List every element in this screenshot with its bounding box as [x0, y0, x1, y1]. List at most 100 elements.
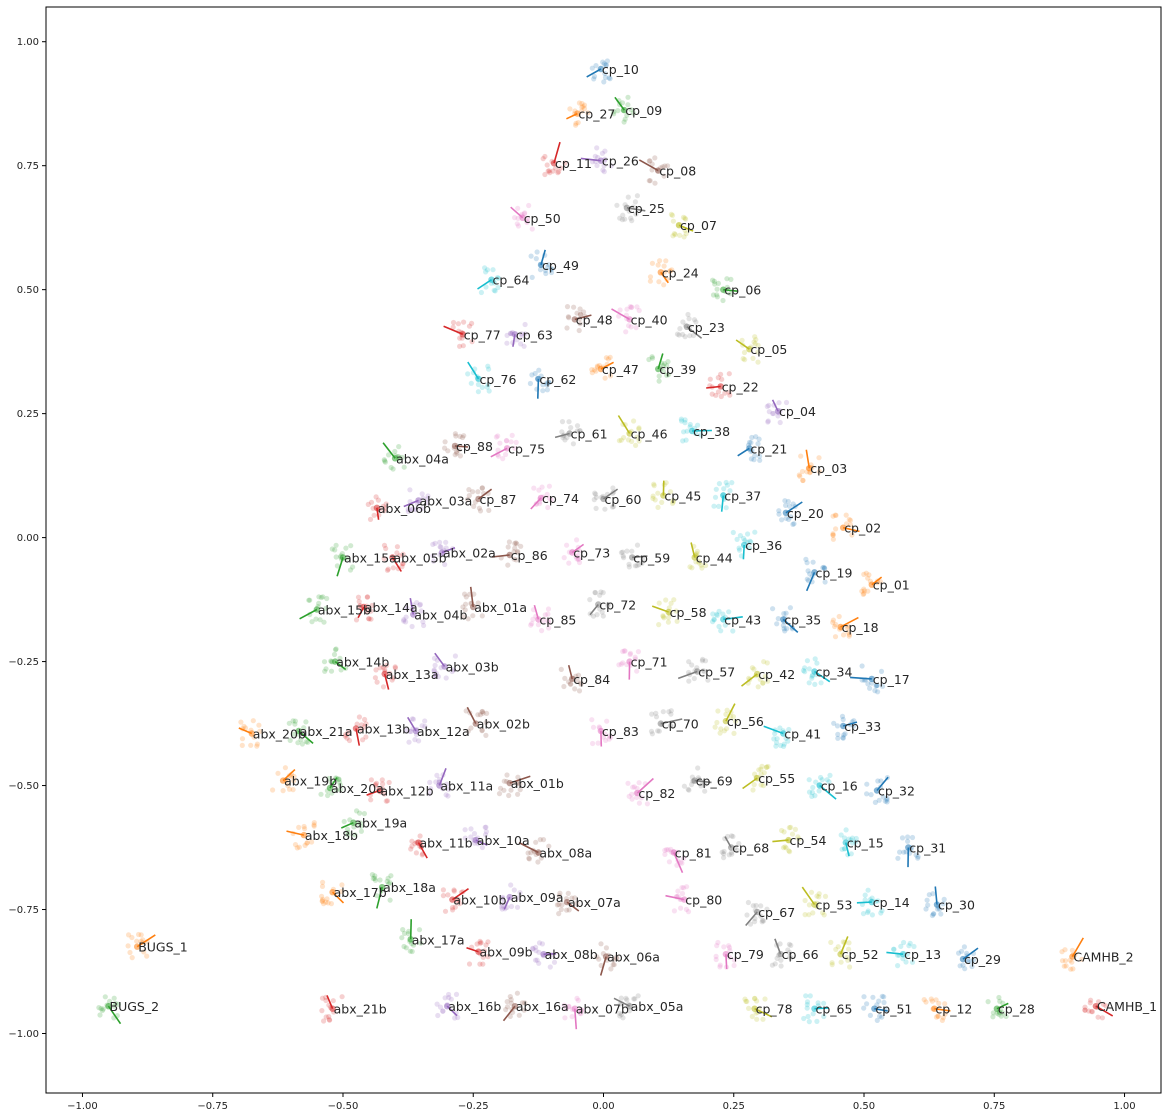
- replicate-dot: [802, 669, 808, 675]
- y-tick-label: −1.00: [8, 1029, 39, 1040]
- replicate-dot: [623, 329, 629, 335]
- replicate-dot: [493, 434, 499, 440]
- replicate-dot: [471, 831, 478, 837]
- replicate-dot: [254, 741, 260, 747]
- replicate-dot: [574, 423, 581, 429]
- replicate-dot: [607, 76, 613, 82]
- direction-marker-cp_43: [723, 616, 743, 621]
- replicate-dot: [346, 737, 353, 744]
- point-label: cp_20: [787, 506, 824, 521]
- replicate-dot: [814, 660, 820, 666]
- replicate-dot: [418, 940, 424, 946]
- replicate-dot: [629, 796, 635, 802]
- replicate-dot: [518, 543, 524, 549]
- replicate-dot: [526, 202, 532, 209]
- replicate-dot: [364, 608, 370, 615]
- replicate-dot: [558, 165, 564, 171]
- replicate-dot: [710, 611, 716, 617]
- replicate-dot: [785, 947, 791, 953]
- direction-marker-cp_04: [771, 399, 779, 412]
- replicate-dot: [536, 367, 542, 373]
- replicate-dot: [372, 873, 378, 879]
- replicate-dot: [292, 842, 299, 848]
- replicate-dot: [318, 594, 324, 601]
- replicate-dot: [601, 169, 607, 175]
- replicate-dot: [830, 532, 836, 538]
- replicate-dot: [566, 1003, 572, 1010]
- replicate-dot: [652, 180, 658, 186]
- replicate-dot: [457, 343, 463, 349]
- replicate-dot: [451, 667, 457, 673]
- replicate-dot: [355, 594, 362, 600]
- replicate-dot: [593, 63, 599, 69]
- point-cloud-cp_20: [776, 498, 798, 528]
- replicate-dot: [600, 734, 607, 740]
- replicate-dot: [721, 851, 727, 857]
- replicate-dot: [515, 205, 521, 211]
- point-label: cp_51: [875, 1002, 912, 1017]
- replicate-dot: [715, 280, 722, 286]
- replicate-dot: [559, 419, 566, 425]
- replicate-dot: [1063, 963, 1069, 969]
- replicate-dot: [417, 833, 423, 839]
- direction-marker-cp_64: [477, 279, 492, 290]
- replicate-dot: [618, 1011, 625, 1018]
- replicate-dot: [555, 170, 561, 176]
- point-label: cp_41: [784, 727, 821, 742]
- replicate-dot: [726, 852, 732, 858]
- replicate-dot: [621, 435, 627, 441]
- point-label: abx_07b: [576, 1002, 629, 1017]
- point-label: cp_79: [727, 947, 764, 962]
- replicate-dot: [720, 297, 726, 304]
- replicate-dot: [806, 912, 812, 918]
- replicate-dot: [665, 359, 671, 365]
- point-label: abx_13b: [357, 722, 410, 737]
- replicate-dot: [535, 859, 541, 865]
- point-label: cp_11: [555, 156, 592, 171]
- replicate-dot: [718, 371, 724, 377]
- point-label: cp_50: [524, 211, 561, 226]
- replicate-dot: [528, 622, 534, 628]
- replicate-dot: [851, 723, 857, 729]
- point-label: abx_02b: [477, 717, 530, 732]
- replicate-dot: [762, 996, 768, 1002]
- direction-marker-abx_13a: [383, 673, 390, 690]
- replicate-dot: [518, 341, 524, 347]
- replicate-dot: [864, 791, 870, 797]
- replicate-dot: [357, 820, 363, 826]
- replicate-dot: [577, 311, 584, 317]
- replicate-dot: [422, 718, 428, 724]
- replicate-dot: [254, 743, 260, 749]
- replicate-dot: [624, 548, 630, 554]
- replicate-dot: [838, 832, 844, 838]
- point-label: abx_19b: [284, 774, 337, 789]
- replicate-dot: [801, 1015, 807, 1022]
- direction-marker-abx_11a: [438, 768, 447, 786]
- replicate-dot: [599, 150, 606, 156]
- replicate-dot: [683, 231, 689, 237]
- direction-marker-cp_59: [632, 555, 648, 559]
- replicate-dot: [466, 961, 473, 967]
- replicate-dot: [305, 739, 311, 745]
- replicate-dot: [452, 904, 458, 910]
- replicate-dot: [545, 606, 552, 612]
- replicate-dot: [591, 367, 598, 373]
- replicate-dot: [369, 872, 375, 878]
- replicate-dot: [126, 932, 132, 938]
- data-point-cp_62: [535, 375, 542, 383]
- point-label: abx_11a: [440, 779, 493, 794]
- replicate-dot: [627, 304, 633, 310]
- replicate-dot: [380, 684, 387, 690]
- replicate-dot: [939, 1017, 946, 1024]
- replicate-dot: [671, 231, 678, 237]
- replicate-dot: [622, 116, 628, 122]
- replicate-dot: [802, 897, 808, 904]
- replicate-dot: [629, 218, 635, 224]
- replicate-dot: [304, 840, 310, 846]
- replicate-dot: [833, 526, 839, 532]
- replicate-dot: [508, 787, 514, 793]
- replicate-dot: [620, 553, 626, 559]
- replicate-dot: [342, 733, 348, 739]
- replicate-dot: [353, 617, 360, 623]
- replicate-dot: [500, 903, 506, 909]
